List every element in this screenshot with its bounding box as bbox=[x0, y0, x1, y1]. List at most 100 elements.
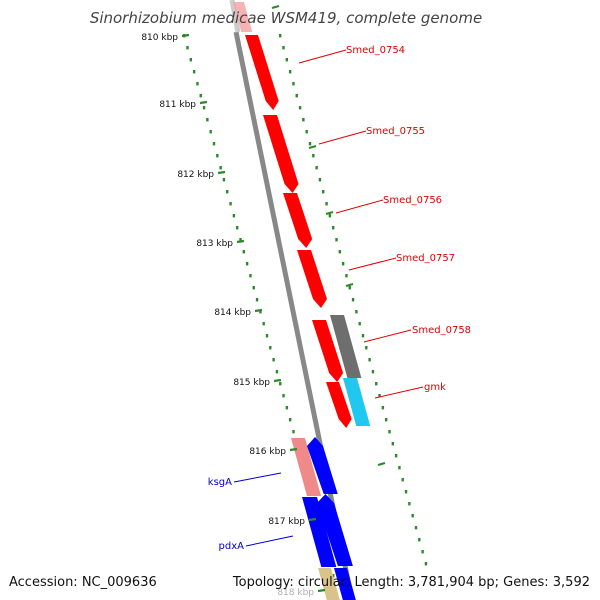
tick-mark bbox=[325, 210, 334, 216]
ruler-dot bbox=[202, 106, 206, 110]
ruler-dot bbox=[288, 418, 292, 422]
leader-line-smed-0755 bbox=[318, 130, 367, 145]
gene-arrow-partial-top bbox=[233, 2, 253, 32]
tick-mark bbox=[273, 378, 282, 383]
ruler-dot bbox=[388, 430, 391, 434]
tick-label: 815 kbp bbox=[233, 378, 270, 388]
gene-features bbox=[233, 2, 371, 600]
ruler-dot bbox=[328, 214, 332, 218]
gene-pink-feature bbox=[291, 438, 322, 496]
ruler-dot bbox=[391, 442, 395, 446]
ruler-dot bbox=[394, 454, 398, 458]
tick-mark bbox=[181, 33, 190, 38]
gene-label-pdxa: pdxA bbox=[219, 541, 245, 552]
gene-arrow-smed-0758 bbox=[312, 320, 344, 382]
ruler-dot bbox=[249, 274, 252, 278]
gene-label-smed-0757: Smed_0757 bbox=[396, 253, 455, 264]
ruler-dot bbox=[259, 310, 262, 314]
ruler-dot bbox=[199, 94, 202, 98]
ruler-dot bbox=[229, 202, 232, 206]
tick-mark bbox=[308, 517, 317, 522]
ruler-dot bbox=[282, 394, 285, 398]
tick-label: 811 kbp bbox=[159, 100, 196, 110]
ruler-dot bbox=[418, 538, 421, 542]
ruler-dot bbox=[368, 358, 371, 362]
dotted-rulers bbox=[183, 34, 428, 578]
ruler-dot bbox=[252, 286, 255, 290]
ruler-dot bbox=[255, 298, 259, 302]
tick-label: 813 kbp bbox=[196, 239, 233, 249]
ruler-dot bbox=[282, 46, 285, 50]
gene-labels: Smed_0754 Smed_0755 Smed_0756 Smed_0757 Smed… bbox=[208, 45, 471, 552]
ruler-dot bbox=[285, 406, 289, 410]
tick-label: 810 kbp bbox=[141, 33, 178, 43]
ruler-dot bbox=[384, 418, 388, 422]
gene-label-smed-0758: Smed_0758 bbox=[412, 325, 471, 336]
ruler-dot bbox=[375, 382, 378, 386]
gene-label-ksga: ksgA bbox=[208, 477, 232, 488]
tick-mark bbox=[308, 144, 317, 150]
ruler-dot bbox=[186, 46, 189, 50]
gene-arrow-smed-0755 bbox=[263, 115, 299, 193]
leader-line-smed-0754 bbox=[298, 49, 347, 64]
gene-arrow-gmk bbox=[326, 382, 352, 428]
ruler-dot bbox=[272, 358, 275, 362]
ruler-dot bbox=[305, 130, 308, 134]
leader-line-smed-0756 bbox=[335, 199, 384, 214]
ruler-dot bbox=[288, 70, 292, 74]
ruler-dot bbox=[361, 334, 365, 338]
tick-mark bbox=[345, 282, 354, 288]
gene-tan-feature bbox=[318, 568, 340, 600]
gene-label-smed-0756: Smed_0756 bbox=[383, 195, 442, 206]
ruler-dot bbox=[411, 514, 414, 518]
tick-mark bbox=[289, 447, 298, 452]
gene-blue-partial bbox=[334, 568, 356, 600]
ruler-dot bbox=[365, 346, 368, 350]
ruler-dot bbox=[262, 322, 265, 326]
tick-mark bbox=[254, 308, 263, 313]
ruler-dot bbox=[192, 70, 196, 74]
ruler-dot bbox=[279, 382, 282, 386]
ruler-dot bbox=[408, 502, 411, 506]
tick-label: 812 kbp bbox=[177, 170, 214, 180]
gene-arrow-pdxa bbox=[317, 494, 353, 566]
ruler-dot bbox=[302, 118, 305, 122]
gene-arrow-ksga bbox=[302, 497, 337, 567]
ruler-dot bbox=[414, 526, 418, 530]
leader-line-pdxa bbox=[245, 535, 294, 547]
ruler-dot bbox=[222, 178, 226, 182]
ruler-dot bbox=[209, 130, 212, 134]
tick-mark bbox=[317, 588, 326, 593]
ruler-dot bbox=[275, 370, 279, 374]
ruler-dot bbox=[322, 190, 325, 194]
gene-cyan-feature bbox=[343, 378, 371, 426]
ruler-dot bbox=[242, 250, 246, 254]
ruler-dot bbox=[381, 406, 385, 410]
ruler-dot bbox=[378, 394, 381, 398]
ruler-dot bbox=[355, 310, 358, 314]
ruler-dot bbox=[245, 262, 249, 266]
tick-label: 818 kbp bbox=[277, 588, 314, 598]
ruler-dot bbox=[235, 226, 239, 230]
accession-text: Accession: NC_009636 bbox=[9, 575, 157, 590]
tick-mark bbox=[199, 100, 208, 105]
ruler-dot bbox=[212, 142, 216, 146]
ruler-dot bbox=[401, 478, 404, 482]
gene-label-smed-0754: Smed_0754 bbox=[346, 45, 405, 56]
gene-arrow-smed-0756 bbox=[283, 193, 313, 248]
gene-arrow-reverse-1 bbox=[307, 437, 338, 494]
ruler-dot bbox=[279, 34, 282, 38]
gene-arrow-smed-0757 bbox=[297, 250, 328, 308]
ruler-dot bbox=[269, 346, 272, 350]
gene-label-gmk: gmk bbox=[424, 382, 446, 393]
ruler-dot bbox=[206, 118, 209, 122]
ruler-dot bbox=[189, 58, 193, 62]
leader-line-smed-0757 bbox=[348, 257, 397, 271]
ruler-dot bbox=[292, 430, 295, 434]
ruler-dot bbox=[226, 190, 229, 194]
ruler-dot bbox=[351, 298, 355, 302]
position-ticks: 810 kbp 811 kbp 812 kbp 813 kbp 814 kbp 815 k… bbox=[141, 4, 386, 598]
ruler-dot bbox=[265, 334, 269, 338]
